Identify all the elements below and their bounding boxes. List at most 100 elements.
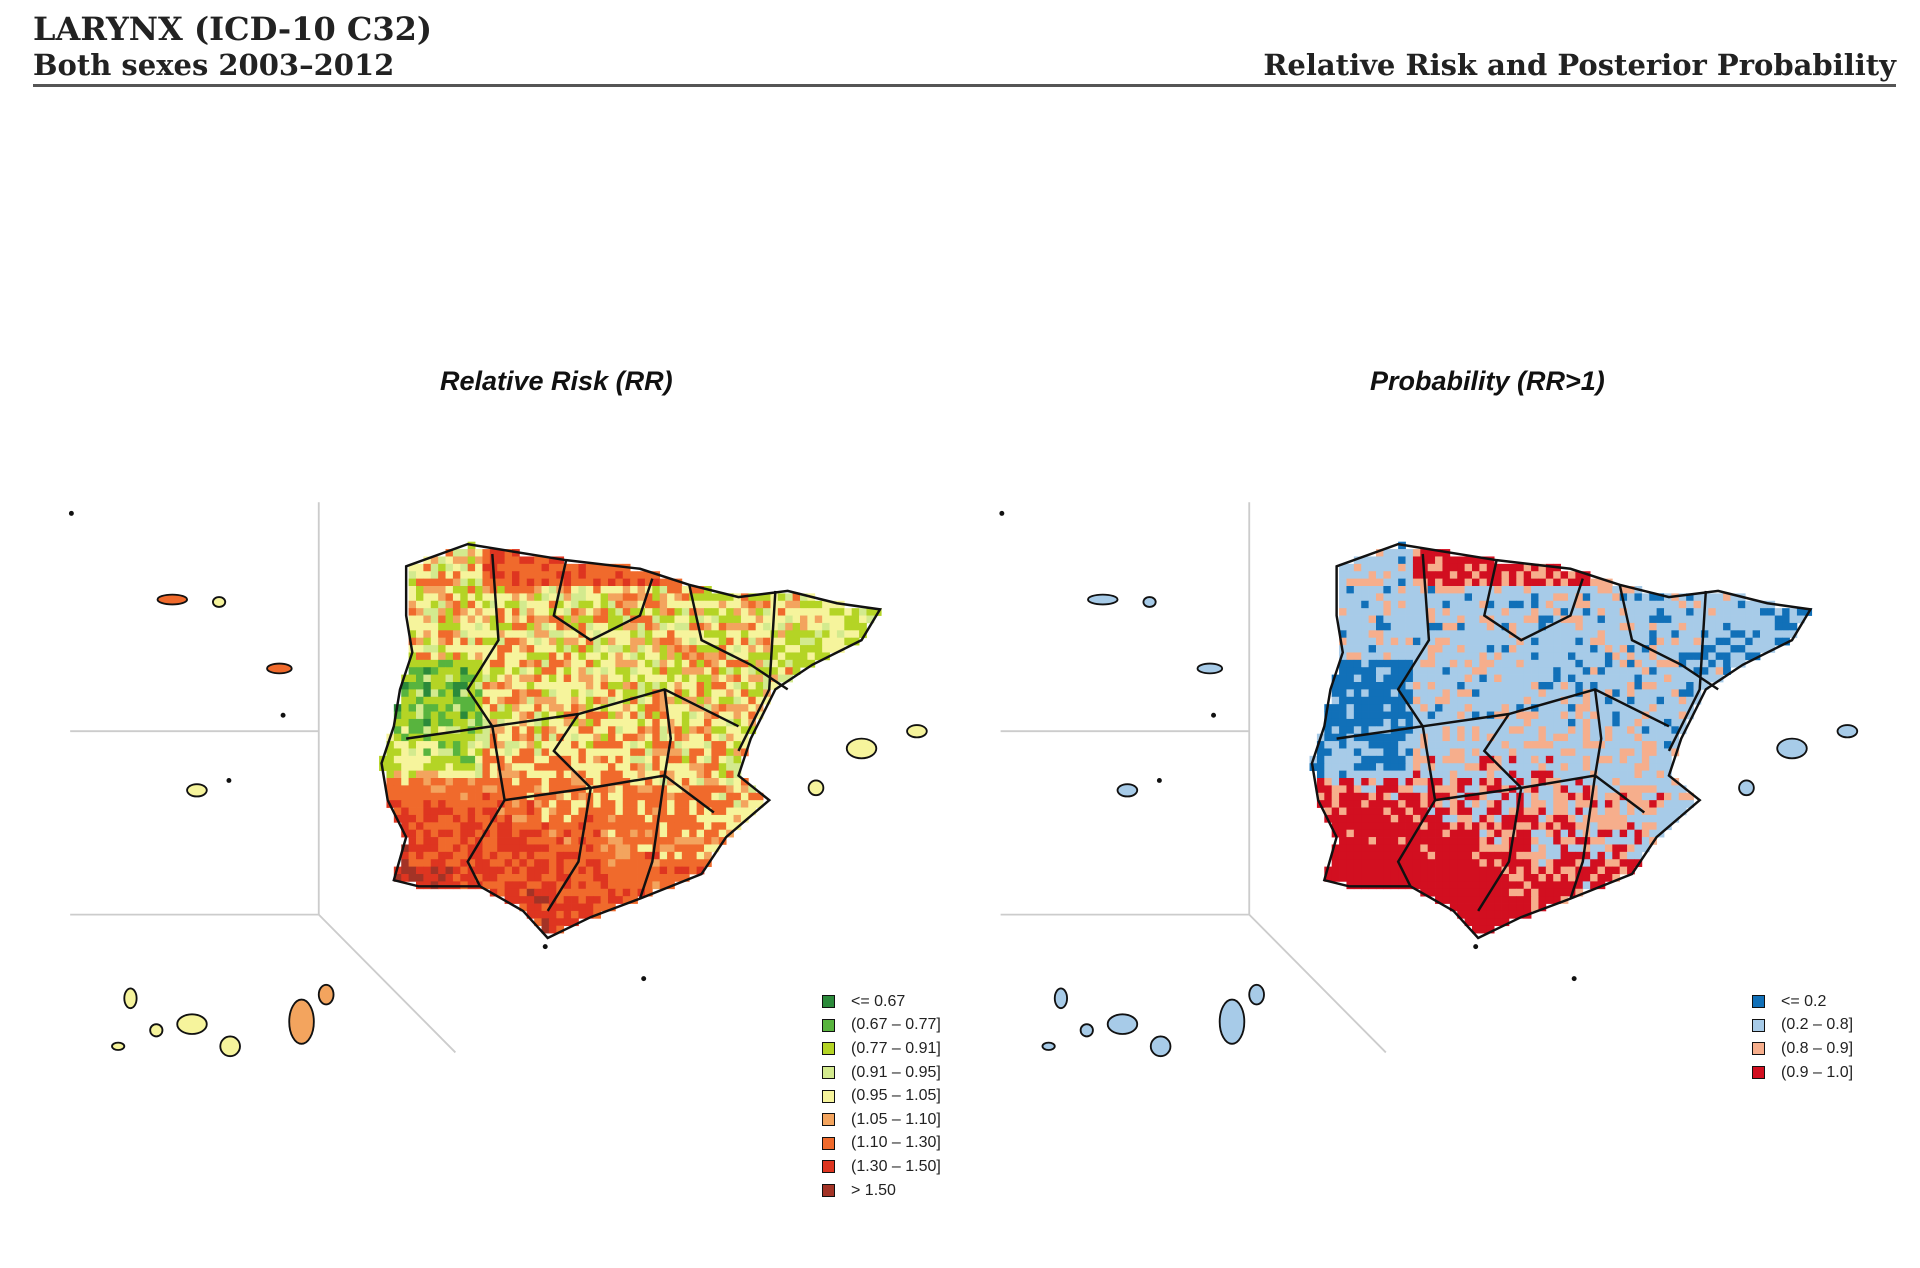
municipality-cell — [526, 822, 535, 831]
municipality-cell — [1649, 778, 1657, 786]
municipality-cell — [652, 630, 661, 639]
municipality-cell — [1472, 571, 1480, 579]
municipality-cell — [467, 696, 476, 705]
municipality-cell — [1479, 741, 1488, 749]
municipality-cell — [1634, 615, 1643, 624]
municipality-cell — [1435, 600, 1443, 609]
municipality-cell — [1464, 637, 1473, 646]
municipality-cell — [1678, 630, 1687, 639]
municipality-cell — [1479, 615, 1488, 624]
municipality-cell — [571, 571, 579, 579]
municipality-cell — [1494, 866, 1502, 875]
municipality-cell — [1435, 652, 1443, 661]
municipality-cell — [622, 622, 631, 631]
municipality-cell — [785, 659, 793, 668]
municipality-cell — [659, 718, 668, 727]
municipality-cell — [600, 859, 609, 867]
municipality-cell — [526, 888, 535, 897]
municipality-cell — [1641, 822, 1650, 831]
municipality-cell — [689, 778, 697, 786]
municipality-cell — [1649, 770, 1657, 779]
municipality-cell — [416, 807, 424, 816]
municipality-cell — [1575, 645, 1584, 653]
municipality-cell — [1715, 652, 1724, 661]
municipality-cell — [1412, 778, 1421, 786]
municipality-cell — [1420, 741, 1429, 749]
municipality-cell — [608, 844, 616, 853]
municipality-cell — [482, 733, 491, 742]
municipality-cell — [1405, 711, 1414, 720]
municipality-cell — [1612, 659, 1621, 668]
municipality-cell — [1656, 667, 1665, 675]
municipality-cell — [1405, 682, 1414, 690]
municipality-cell — [1560, 800, 1569, 808]
municipality-cell — [452, 563, 461, 572]
municipality-cell — [1619, 659, 1628, 668]
municipality-cell — [393, 741, 402, 749]
municipality-cell — [452, 837, 461, 845]
municipality-cell — [585, 571, 594, 579]
municipality-cell — [578, 800, 587, 808]
municipality-cell — [1427, 881, 1436, 890]
municipality-cell — [659, 792, 668, 801]
municipality-cell — [1339, 718, 1347, 727]
municipality-cell — [1686, 622, 1694, 631]
municipality-cell — [740, 785, 749, 794]
municipality-cell — [571, 578, 579, 587]
municipality-cell — [1464, 630, 1473, 639]
municipality-cell — [563, 763, 572, 771]
municipality-cell — [1316, 763, 1325, 771]
municipality-cell — [1457, 556, 1465, 565]
municipality-cell — [681, 837, 690, 845]
municipality-cell — [1516, 733, 1525, 742]
municipality-cell — [1501, 704, 1510, 712]
municipality-cell — [704, 645, 712, 653]
municipality-cell — [504, 755, 513, 764]
municipality-cell — [482, 778, 491, 786]
municipality-cell — [740, 800, 749, 808]
panel-title-rr: Relative Risk (RR) — [440, 366, 673, 396]
municipality-cell — [689, 807, 697, 816]
municipality-cell — [475, 778, 483, 786]
municipality-cell — [718, 674, 727, 683]
municipality-cell — [704, 637, 712, 646]
municipality-cell — [460, 814, 469, 823]
municipality-cell — [674, 689, 683, 698]
municipality-cell — [386, 763, 395, 771]
municipality-cell — [1435, 637, 1443, 646]
municipality-cell — [460, 630, 469, 639]
municipality-cell — [1361, 608, 1369, 616]
municipality-cell — [608, 770, 616, 779]
municipality-cell — [689, 844, 697, 853]
islet — [280, 712, 286, 718]
municipality-cell — [630, 741, 638, 749]
municipality-cell — [1472, 785, 1480, 794]
municipality-cell — [408, 814, 417, 823]
municipality-cell — [526, 778, 535, 786]
municipality-cell — [608, 696, 616, 705]
municipality-cell — [1671, 600, 1680, 609]
municipality-cell — [519, 630, 528, 639]
municipality-cell — [482, 726, 491, 735]
municipality-cell — [1420, 630, 1429, 639]
municipality-cell — [1479, 578, 1488, 587]
municipality-cell — [644, 800, 653, 808]
municipality-cell — [593, 851, 601, 860]
municipality-cell — [637, 866, 646, 875]
municipality-cell — [1508, 910, 1517, 919]
municipality-cell — [401, 770, 409, 779]
municipality-cell — [659, 645, 668, 653]
municipality-cell — [1582, 866, 1591, 875]
municipality-cell — [460, 859, 469, 867]
municipality-cell — [467, 600, 476, 609]
municipality-cell — [1449, 586, 1458, 594]
municipality-cell — [704, 682, 712, 690]
municipality-cell — [1597, 645, 1606, 653]
municipality-cell — [593, 711, 601, 720]
municipality-cell — [1531, 696, 1539, 705]
municipality-cell — [1575, 785, 1584, 794]
municipality-cell — [1508, 718, 1517, 727]
municipality-cell — [1494, 741, 1502, 749]
municipality-cell — [1745, 608, 1753, 616]
municipality-cell — [430, 874, 439, 882]
